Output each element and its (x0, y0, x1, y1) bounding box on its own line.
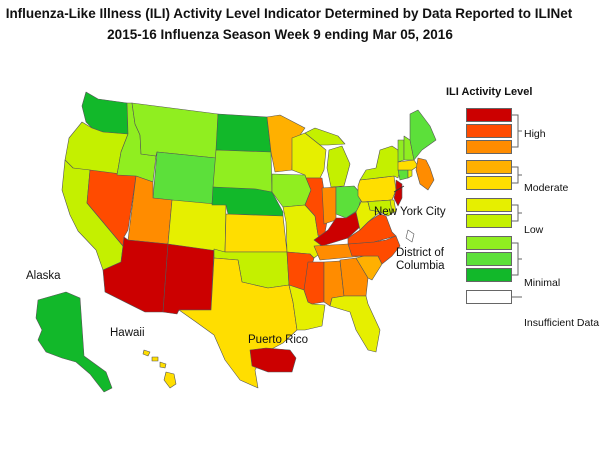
state-ks[interactable] (224, 213, 288, 253)
legend-bracket-2 (512, 204, 522, 222)
state-hi-3[interactable] (159, 361, 167, 369)
hawaii-label: Hawaii (110, 327, 145, 339)
state-pa[interactable] (357, 175, 397, 203)
state-mi[interactable] (326, 145, 351, 188)
legend-swatch-level-3 (466, 236, 512, 250)
state-nm[interactable] (162, 243, 215, 315)
legend-swatch-level-2 (466, 252, 512, 266)
legend-bracket-0 (512, 114, 522, 148)
state-nyc[interactable] (415, 157, 435, 191)
legend-label-insufficient: Insufficient Data (524, 317, 600, 329)
legend-swatch-level-9 (466, 124, 512, 138)
legend-swatch-level-7 (466, 160, 512, 174)
state-ms[interactable] (303, 261, 325, 305)
legend-label-low: Low (524, 224, 544, 236)
state-fl[interactable] (329, 295, 381, 353)
puerto-rico-label: Puerto Rico (248, 334, 308, 346)
dc-label-line2: Columbia (396, 260, 445, 272)
map-title: Influenza-Like Illness (ILI) Activity Le… (5, 6, 573, 21)
state-ga[interactable] (339, 257, 369, 297)
state-hi-2[interactable] (151, 356, 159, 362)
state-hi-1[interactable] (142, 349, 151, 357)
state-mt[interactable] (131, 102, 219, 159)
state-ny[interactable] (359, 145, 401, 181)
state-pr[interactable] (249, 347, 297, 373)
state-nj[interactable] (393, 179, 403, 207)
legend-label-high: High (524, 128, 546, 140)
legend-brackets (512, 114, 522, 298)
legend-label-moderate: Moderate (524, 182, 569, 194)
state-ri[interactable] (407, 169, 413, 179)
legend-title: ILI Activity Level (446, 86, 533, 98)
state-ma[interactable] (397, 159, 419, 171)
legend-bracket-1 (512, 166, 522, 184)
state-hi-4[interactable] (163, 371, 177, 389)
legend-swatch-level-6 (466, 176, 512, 190)
nyc-label: New York City (374, 206, 446, 218)
state-mi-up[interactable] (304, 127, 346, 146)
legend-label-minimal: Minimal (524, 277, 561, 289)
map-subtitle: 2015-16 Influenza Season Week 9 ending M… (107, 27, 453, 42)
legend-bracket-3 (512, 242, 522, 276)
nyc-pointer (393, 185, 405, 193)
state-vt[interactable] (397, 139, 405, 163)
state-wy[interactable] (152, 151, 217, 206)
legend-swatch-level-4 (466, 214, 512, 228)
state-in[interactable] (321, 186, 337, 225)
alaska-label: Alaska (26, 270, 61, 282)
state-dc[interactable] (405, 229, 415, 243)
state-ct[interactable] (397, 169, 409, 181)
state-de[interactable] (389, 199, 397, 213)
legend-swatch-level-5 (466, 198, 512, 212)
legend-swatch-level-10 (466, 108, 512, 122)
legend-swatch-level-1 (466, 268, 512, 282)
state-co[interactable] (167, 199, 227, 253)
state-sd[interactable] (212, 149, 273, 193)
legend-swatch-level-8 (466, 140, 512, 154)
state-ak[interactable] (35, 291, 113, 393)
state-me[interactable] (409, 109, 437, 161)
legend: ILI Activity Level High Moderate Low Min… (438, 80, 600, 340)
dc-label-line1: District of (396, 247, 445, 259)
state-nd[interactable] (215, 113, 272, 153)
legend-swatch-level-0 (466, 290, 512, 304)
